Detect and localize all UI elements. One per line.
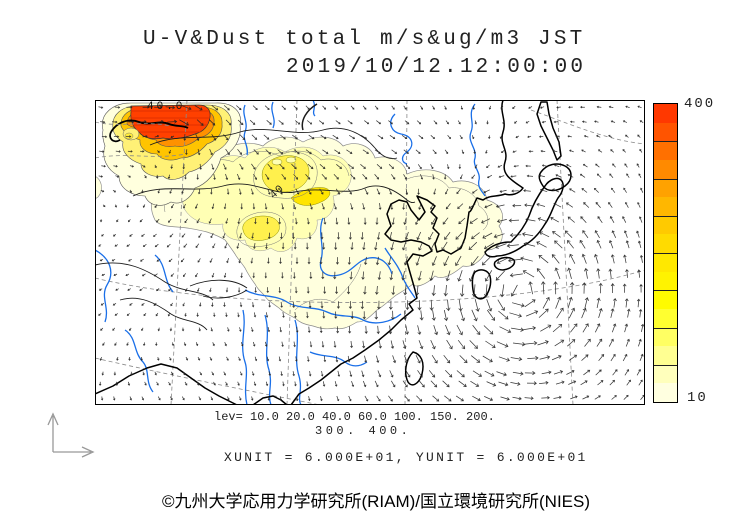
coastline-taiwan <box>404 351 424 386</box>
border-himalaya-1 <box>95 262 214 301</box>
colorbar-band-15 <box>654 383 677 402</box>
map-canvas: 40.0 40 <box>95 100 645 405</box>
dashed-border-ne <box>530 109 645 145</box>
colorbar-band-1 <box>654 122 677 142</box>
border-china-mongolia <box>132 183 416 204</box>
colorbar-band-2 <box>654 141 677 160</box>
colorbar-level-divider <box>654 327 677 329</box>
axis-arrow-right <box>53 446 95 458</box>
colorbar-band-6 <box>654 215 677 235</box>
dust-core-ring-a <box>271 158 283 166</box>
colorbar-band-8 <box>654 253 677 272</box>
chart-title: U-V&Dust total m/s&ug/m3 JST <box>143 28 586 51</box>
colorbar-band-10 <box>654 290 677 309</box>
dust-core-ring-b <box>285 156 297 164</box>
coastline-bengal <box>95 363 288 405</box>
colorbar-band-4 <box>654 178 677 198</box>
coastline-hokkaido <box>538 163 572 192</box>
colorbar-band-7 <box>654 234 677 253</box>
colorbar-level-divider <box>654 364 677 366</box>
border-himalaya-2 <box>119 297 208 331</box>
colorbar-band-14 <box>654 364 677 384</box>
dashed-border-nw2 <box>95 121 171 127</box>
lake-baikal <box>301 103 318 131</box>
colorbar-band-3 <box>654 159 677 179</box>
colorbar <box>653 103 678 403</box>
colorbar-max-label: 400 <box>684 96 716 112</box>
colorbar-level-divider <box>654 253 677 254</box>
colorbar-band-13 <box>654 346 677 365</box>
hotspot-terrain-line <box>109 119 189 143</box>
chart-timestamp: 2019/10/12.12:00:00 <box>286 56 587 79</box>
coastline-shikoku <box>493 256 516 271</box>
colorbar-level-divider <box>654 141 677 143</box>
colorbar-level-divider <box>654 215 677 217</box>
colorbar-band-11 <box>654 308 677 328</box>
colorbar-level-divider <box>654 290 677 292</box>
meridian-3 <box>404 100 408 405</box>
wind-vector-layer <box>98 105 645 402</box>
colorbar-level-divider <box>654 178 677 180</box>
copyright-text: ©九州大学応用力学研究所(RIAM)/国立環境研究所(NIES) <box>161 492 591 511</box>
coastline-mainland-asia <box>290 100 524 405</box>
contour-levels-line1: lev= 10.0 20.0 40.0 60.0 100. 150. 200. <box>214 410 495 424</box>
border-nepal <box>189 279 248 299</box>
colorbar-band-5 <box>654 197 677 216</box>
dashed-border-nw1 <box>95 153 186 159</box>
colorbar-min-label: 10 <box>687 390 708 406</box>
contour-label-hotspot: 40.0 <box>147 101 185 113</box>
coastline-honshu <box>484 177 564 258</box>
coastline-layer <box>95 100 572 405</box>
latitude-line-30n <box>95 269 645 303</box>
hotspot-yellow-pocket-inner <box>124 132 134 140</box>
coastline-kyushu <box>471 269 492 300</box>
vector-units-label: XUNIT = 6.000E+01, YUNIT = 6.000E+01 <box>224 450 588 465</box>
colorbar-band-0 <box>654 104 677 123</box>
map-frame <box>95 100 645 405</box>
dust-core-3 <box>242 215 280 241</box>
colorbar-band-9 <box>654 271 677 291</box>
hotspot-hatching <box>130 110 211 133</box>
coastline-sakhalin <box>536 101 562 161</box>
colorbar-band-12 <box>654 327 677 347</box>
reference-axes-icon <box>47 412 95 458</box>
latitude-line-20n <box>95 357 321 405</box>
axis-arrow-up <box>47 412 59 452</box>
meridian-1 <box>170 100 188 405</box>
contour-levels-line2: 300. 400. <box>315 424 412 438</box>
dust-region-west-sliver <box>95 175 102 200</box>
